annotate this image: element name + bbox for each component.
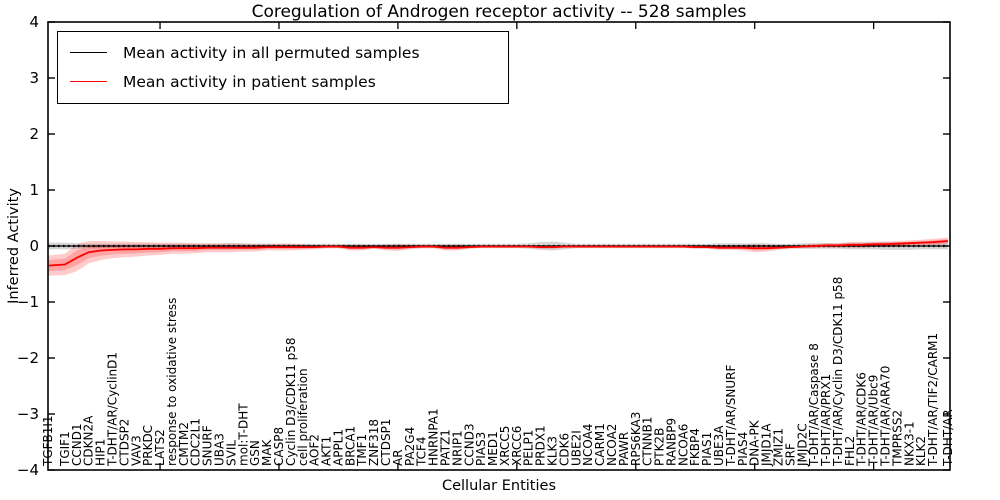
x-tick-label: PRDX1 (534, 425, 548, 466)
x-tick-label: T-DHT/AR/CDK6 (855, 372, 869, 467)
x-tick-label: T-DHT/AR/PRX1 (819, 374, 833, 467)
x-tick-label: JMJD1A (760, 423, 774, 467)
x-tick-label: CTDSP1 (379, 419, 393, 466)
y-tick-label: 4 (29, 13, 39, 31)
x-tick-label: DNA-PK (748, 419, 762, 466)
x-tick-label: CCND3 (462, 423, 476, 466)
x-tick-label: UBE3A (712, 425, 726, 466)
x-tick-label: NRIP1 (450, 430, 464, 466)
x-tick-label: NKX3-1 (902, 421, 916, 466)
x-tick-label: CDKN2A (82, 415, 96, 466)
x-tick-label: PIAS4 (736, 432, 750, 466)
x-tick-label: MED1 (486, 431, 500, 466)
x-tick-label: FHL2 (843, 436, 857, 466)
x-tick-label: CDC2L1 (189, 418, 203, 466)
x-tick-label: TGIF1 (58, 431, 72, 467)
x-tick-label: JMJD2C (795, 423, 809, 467)
x-tick-label: CASP8 (272, 427, 286, 466)
y-tick-label: −1 (17, 293, 39, 311)
x-tick-label: AR (391, 449, 405, 466)
legend-label-patient: Mean activity in patient samples (123, 72, 376, 91)
x-tick-label: RPS6KA3 (629, 412, 643, 466)
x-tick-label: FKBP4 (688, 428, 702, 466)
x-tick-label: T-DHT/AR/TIF2/CARM1 (926, 333, 940, 467)
x-tick-label: TMPRSS2 (890, 410, 904, 467)
x-tick-label: ZMIZ1 (772, 428, 786, 466)
x-tick-label: AOF2 (308, 434, 322, 466)
x-tick-label: SRF (783, 443, 797, 466)
x-tick-label: MAK (260, 438, 274, 466)
x-tick-label: NCOA4 (581, 424, 595, 466)
y-tick-label: 0 (29, 237, 39, 255)
x-tick-label: T-DHT/AR/Ubc9 (867, 375, 881, 467)
x-tick-label: PRKDC (141, 425, 155, 466)
x-tick-label: Cyclin D3/CDK11 p58 (284, 337, 298, 466)
x-tick-label: RANBP9 (665, 418, 679, 466)
x-tick-label: XRCC6 (510, 426, 524, 466)
x-tick-label: CMTM2 (177, 422, 191, 466)
x-tick-label: cell proliferation (296, 368, 310, 466)
x-tick-label: UBE2I (569, 430, 583, 466)
x-tick-label: UBA3 (213, 433, 227, 466)
x-tick-label: PTK2B (653, 428, 667, 466)
x-tick-label: SVIL (224, 440, 238, 466)
x-tick-label: response to oxidative stress (165, 298, 179, 466)
x-tick-label: KLK2 (914, 436, 928, 466)
legend: Mean activity in all permuted samples Me… (57, 31, 509, 104)
x-tick-label: T-DHT/AR/Cyclin D3/CDK11 p58 (831, 277, 845, 467)
x-tick-label: T-DHT/AR/SNURF (724, 365, 738, 468)
x-tick-label: TMF1 (355, 434, 369, 467)
y-tick-label: −3 (17, 405, 39, 423)
black-line-swatch (70, 52, 107, 53)
x-tick-label: XRCC5 (498, 426, 512, 466)
x-tick-label: ZNF318 (367, 419, 381, 466)
x-tick-label: PELP1 (522, 430, 536, 466)
x-tick-label: HNRNPA1 (427, 408, 441, 466)
x-tick-label: AKT1 (320, 436, 334, 466)
y-tick-label: 1 (29, 181, 39, 199)
red-line-swatch (70, 81, 107, 82)
x-tick-label: PIAS1 (700, 432, 714, 466)
x-tick-label: HIP1 (94, 439, 108, 466)
legend-entry-patient: Mean activity in patient samples (70, 67, 498, 96)
x-tick-label: CCND1 (70, 423, 84, 466)
x-tick-label: PAWR (617, 432, 631, 466)
y-tick-label: −4 (17, 461, 39, 479)
x-tick-label: VAV3 (129, 435, 143, 466)
x-tick-label: BRCA1 (343, 426, 357, 466)
x-tick-label: NCOA6 (676, 424, 690, 466)
x-tick-label: CARM1 (593, 423, 607, 466)
x-tick-label: NCOA2 (605, 424, 619, 466)
y-tick-label: 2 (29, 125, 39, 143)
x-tick-label: PATZ1 (439, 429, 453, 466)
y-tick-label: −2 (17, 349, 39, 367)
x-tick-label: CDK6 (557, 433, 571, 466)
chart-title: Coregulation of Androgen receptor activi… (251, 2, 747, 22)
x-tick-label: T-DHT/AR/CyclinD1 (106, 352, 120, 467)
x-tick-label: PIAS3 (474, 432, 488, 466)
x-tick-label: TCF4 (415, 436, 429, 467)
x-tick-label: KLK3 (546, 436, 560, 466)
x-tick-label: T-DHT/AR/Caspase 8 (807, 343, 821, 467)
x-tick-label: GSN (248, 440, 262, 466)
x-tick-label: APPL1 (331, 429, 345, 466)
x-tick-label: T-DHT/AR (941, 409, 955, 467)
x-tick-label: SNURF (201, 425, 215, 466)
x-tick-label: LATS2 (153, 429, 167, 466)
x-tick-label: PA2G4 (403, 427, 417, 466)
x-tick-label: mol:T-DHT (236, 403, 250, 466)
x-axis-label: Cellular Entities (441, 478, 557, 494)
legend-label-permuted: Mean activity in all permuted samples (123, 43, 420, 62)
y-tick-label: 3 (29, 69, 39, 87)
legend-entry-permuted: Mean activity in all permuted samples (70, 38, 498, 67)
x-tick-label: T-DHT/AR/ARA70 (879, 366, 893, 467)
patient-mean-line (47, 240, 949, 267)
x-tick-label: CTNNB1 (641, 416, 655, 466)
x-tick-label: CTDSP2 (117, 419, 131, 466)
